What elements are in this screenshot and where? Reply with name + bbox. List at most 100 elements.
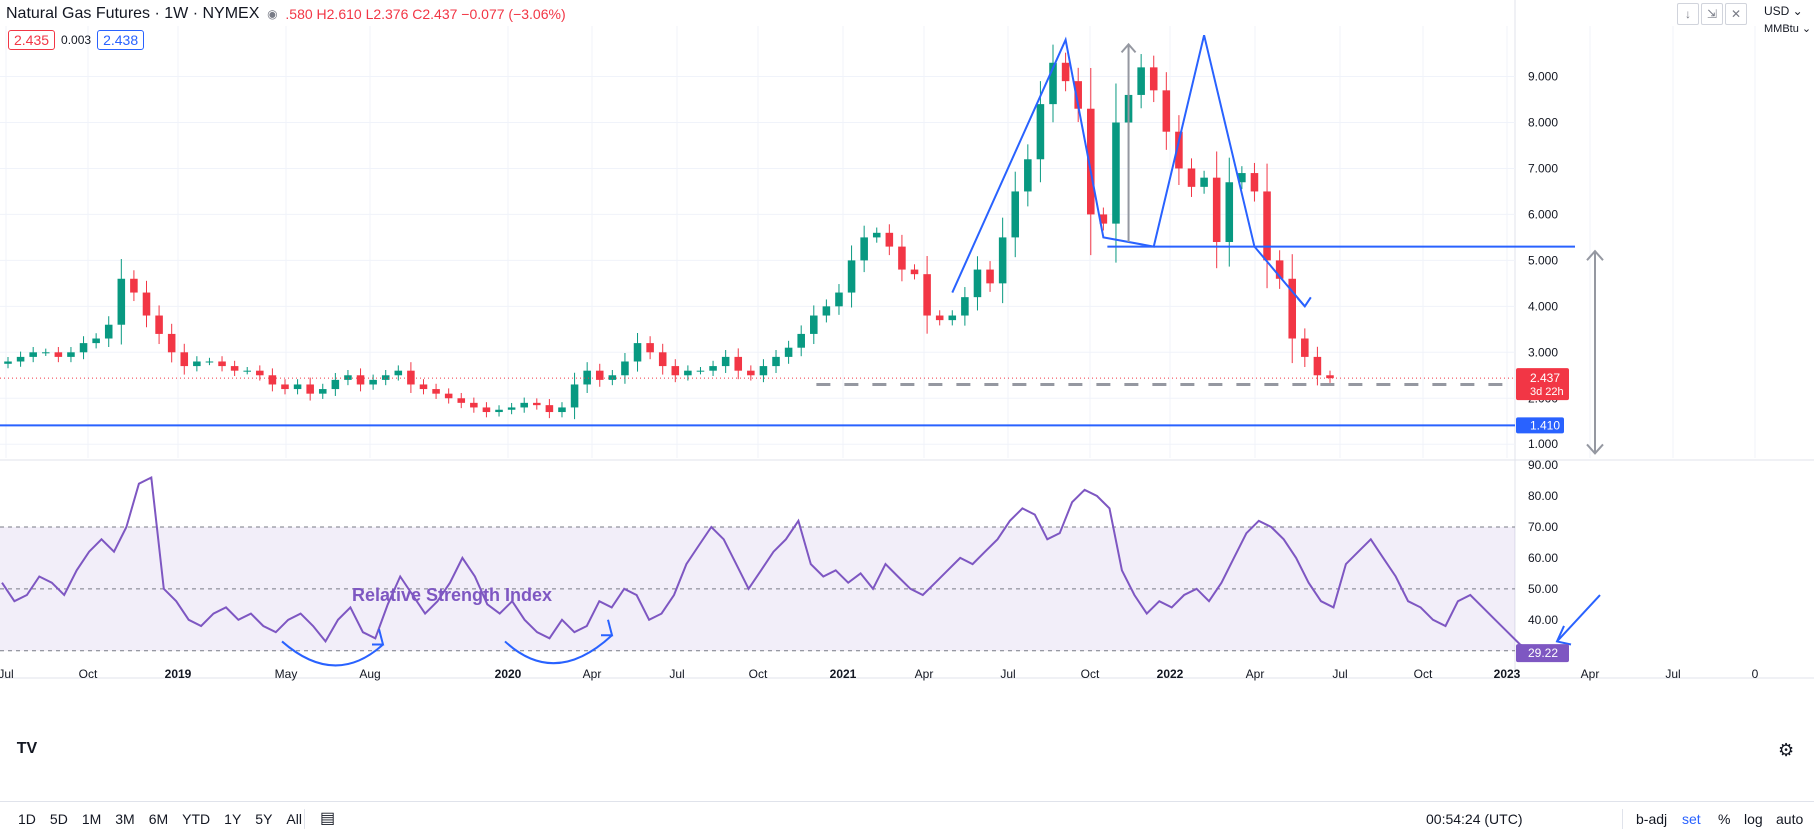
countdown-label: 3d 22h xyxy=(1530,386,1564,398)
log-toggle[interactable]: log xyxy=(1744,811,1763,827)
rsi-line: Relative Strength Index xyxy=(1,475,1546,655)
candle-body xyxy=(1238,173,1246,183)
candle-body xyxy=(1011,191,1020,238)
candle-body xyxy=(545,405,554,413)
candle-body xyxy=(1162,90,1171,132)
time-tick-label: 2022 xyxy=(1157,667,1184,681)
candle-body xyxy=(92,338,100,344)
unit-select[interactable]: MMBtu ⌄ xyxy=(1764,23,1812,35)
support-label: 1.410 xyxy=(1530,418,1560,432)
range-5d[interactable]: 5D xyxy=(49,811,68,827)
clock-time[interactable]: 00:54:24 (UTC) xyxy=(1426,811,1523,827)
range-ytd[interactable]: YTD xyxy=(182,811,211,827)
range-6m[interactable]: 6M xyxy=(148,811,169,827)
toolbar-separator xyxy=(1622,809,1623,829)
time-tick-label: Apr xyxy=(583,667,602,681)
currency-select[interactable]: USD ⌄ xyxy=(1764,4,1803,18)
rsi-curve-arrowhead-2 xyxy=(601,619,614,637)
candle-body xyxy=(696,370,705,372)
candle-body xyxy=(331,379,340,390)
candle-body xyxy=(29,352,37,357)
time-tick-label: Oct xyxy=(749,667,768,681)
rsi-series-line xyxy=(1,475,1546,655)
candle-body xyxy=(1137,67,1145,95)
candle-body xyxy=(1112,122,1120,224)
candle-body xyxy=(1099,214,1108,224)
candle-body xyxy=(1275,260,1284,279)
symbol-legend: Natural Gas Futures · 1W · NYMEX ◉ .580 … xyxy=(6,4,566,24)
range-5y[interactable]: 5Y xyxy=(255,811,273,827)
range-1m[interactable]: 1M xyxy=(81,811,102,827)
candle-body xyxy=(961,297,969,316)
percent-toggle[interactable]: % xyxy=(1718,811,1731,827)
candle-body xyxy=(67,352,75,357)
range-1y[interactable]: 1Y xyxy=(224,811,242,827)
set-toggle[interactable]: set xyxy=(1682,811,1701,827)
candle-body xyxy=(646,343,654,353)
candle-body xyxy=(167,333,176,353)
time-tick-label: Aug xyxy=(359,667,380,681)
bid-price[interactable]: 2.435 xyxy=(8,30,56,50)
symbol-title[interactable]: Natural Gas Futures · 1W · NYMEX xyxy=(6,5,260,22)
pane-controls: ↓ ⇲ ✕ xyxy=(1677,3,1747,25)
rsi-band xyxy=(0,526,1515,652)
candle-body xyxy=(1225,182,1234,242)
candle-body xyxy=(721,356,730,367)
candle-body xyxy=(281,384,289,390)
candle-body xyxy=(898,246,906,270)
time-tick-label: 0 xyxy=(1752,667,1759,681)
candle-body xyxy=(268,375,277,385)
calendar-icon[interactable]: ▤ xyxy=(320,810,336,827)
candle-body xyxy=(608,375,617,380)
candle-body xyxy=(759,366,768,376)
candle-body xyxy=(54,352,63,357)
auto-toggle[interactable]: auto xyxy=(1776,811,1804,827)
collapse-icon[interactable]: ⇲ xyxy=(1701,3,1723,25)
close-icon[interactable]: ✕ xyxy=(1725,3,1747,25)
candle-body xyxy=(79,343,88,353)
gear-icon[interactable]: ⚙ xyxy=(1778,740,1795,760)
candle-body xyxy=(533,402,541,406)
candle-body xyxy=(910,269,919,275)
candle-body xyxy=(1301,338,1309,357)
bottom-toolbar: 1D 5D 1M 3M 6M YTD 1Y 5Y All ▤ 00:54:24 … xyxy=(0,801,1814,836)
tradingview-logo[interactable]: TV xyxy=(10,738,44,760)
candle-body xyxy=(583,370,591,385)
range-all[interactable]: All xyxy=(286,811,302,827)
candle-body xyxy=(822,306,831,316)
price-tick-label: 4.000 xyxy=(1528,299,1558,313)
ask-price[interactable]: 2.438 xyxy=(97,30,145,50)
candle-body xyxy=(507,407,516,410)
time-tick-label: Jul xyxy=(1000,667,1015,681)
rsi-pointer-arrow xyxy=(1556,594,1601,643)
candle-body xyxy=(142,292,151,316)
neckline-break-arrow xyxy=(1297,296,1312,308)
candle-body xyxy=(205,361,214,363)
candle-body xyxy=(155,315,163,334)
candle-body xyxy=(986,269,994,284)
range-1d[interactable]: 1D xyxy=(18,811,36,827)
candle-body xyxy=(104,324,113,339)
candle-body xyxy=(256,370,264,376)
rsi-value-badge xyxy=(1516,644,1569,663)
down-arrow-icon[interactable]: ↓ xyxy=(1677,3,1699,25)
candle-body xyxy=(369,379,377,385)
candle-body xyxy=(684,370,692,376)
badj-toggle[interactable]: b-adj xyxy=(1636,811,1668,827)
price-tick-label: 6.000 xyxy=(1528,207,1558,221)
bid-ask-box: 2.435 0.003 2.438 xyxy=(8,30,145,50)
candle-body xyxy=(1326,375,1334,379)
price-tick-label: 7.000 xyxy=(1528,161,1558,175)
rsi-tick-label: 60.00 xyxy=(1528,551,1558,565)
candle-body xyxy=(709,366,717,371)
rsi-tick-label: 80.00 xyxy=(1528,489,1558,503)
grid-lines xyxy=(0,0,1814,680)
candle-body xyxy=(1049,62,1057,105)
eye-icon[interactable]: ◉ xyxy=(267,7,278,21)
toolbar-separator xyxy=(304,809,305,829)
candle-body xyxy=(621,361,629,376)
candle-body xyxy=(1074,81,1082,109)
candle-body xyxy=(558,407,566,413)
range-3m[interactable]: 3M xyxy=(115,811,135,827)
